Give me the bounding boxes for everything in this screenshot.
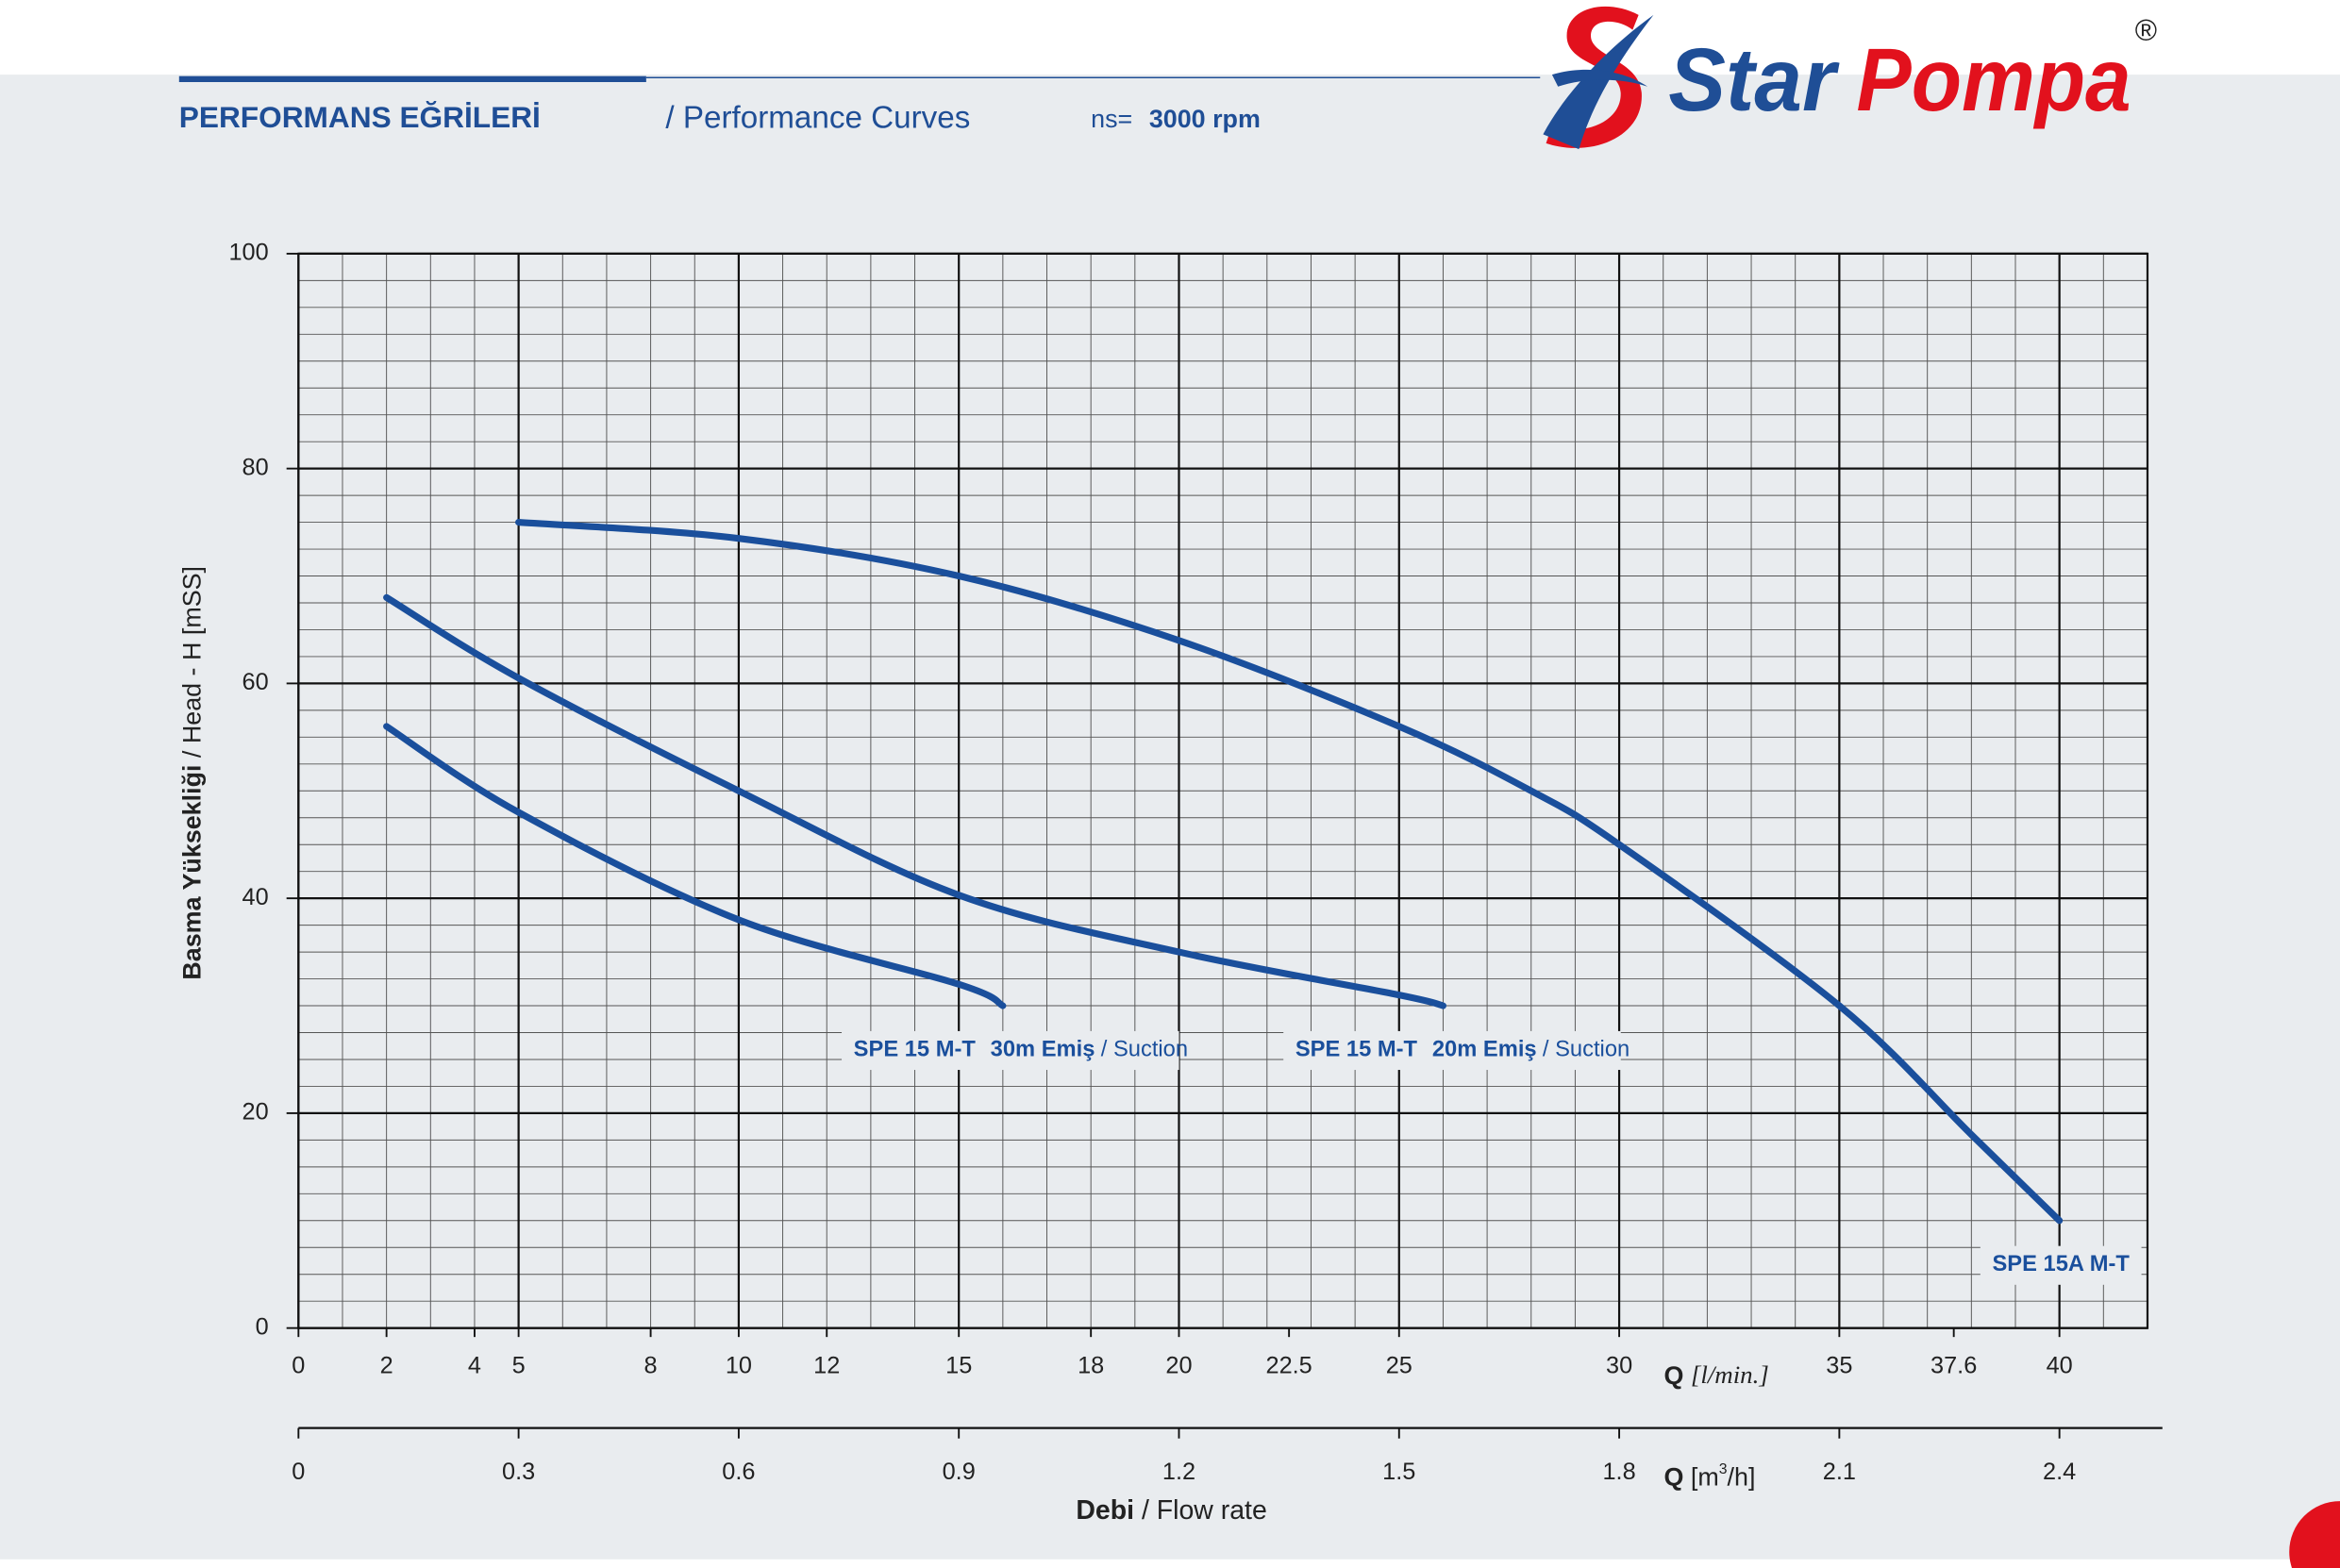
logo-star: Star [1668,30,1840,130]
plot [297,252,2149,1329]
logo-pompa: Pompa [1857,30,2131,130]
x2-tick-label: 0 [292,1459,305,1485]
curve-name: SPE 15 M-T [1295,1038,1418,1062]
curve-label: SPE 15A M-T [1992,1253,2130,1277]
plot-frame [297,252,2149,1329]
y-tick-label: 60 [242,669,269,695]
x2-tick-label: 1.5 [1382,1459,1415,1485]
x2-axis-label: Q [m3/h] [1664,1461,1756,1491]
y-label-bold: Basma Yüksekliği [178,765,207,980]
curve [383,593,1446,1009]
bottom-label-bold: Debi [1076,1495,1134,1526]
x-tick-label: 5 [512,1352,526,1378]
x-tick-label: 40 [2047,1352,2073,1378]
x2-tick-label: 2.1 [1823,1459,1856,1485]
x2-label-pre: [m [1691,1463,1719,1492]
x-tick-label: 25 [1386,1352,1412,1378]
x2-label-post: /h] [1728,1463,1756,1492]
curve-name: SPE 15A M-T [1992,1253,2130,1277]
logo-icon [1543,6,1654,150]
x2-tick-label: 0.3 [502,1459,535,1485]
speed: 3000 rpm [1149,105,1261,133]
bottom-label: Debi / Flow rate [1076,1495,1266,1526]
corner-dot [2289,1501,2340,1568]
curve-name: SPE 15 M-T [854,1038,977,1062]
x-tick-label: 0 [292,1352,305,1378]
curve-suction-en: / Suction [1101,1038,1188,1062]
x-tick-label: 4 [468,1352,481,1378]
x2-tick-label: 0.6 [722,1459,755,1485]
x-tick-label: 8 [644,1352,658,1378]
y-tick-label: 80 [242,454,269,480]
curve-label-bg [842,1030,1179,1071]
x-label-unit: [l/min.] [1691,1360,1769,1389]
x-tick-label: 12 [813,1352,840,1378]
x-tick-label: 20 [1165,1352,1192,1378]
x-tick-label: 2 [380,1352,393,1378]
y-tick-label: 20 [242,1099,269,1126]
curve [383,723,1007,1009]
x-tick-label: 30 [1606,1352,1632,1378]
title: PERFORMANS EĞRİLERİ [179,100,541,134]
curve-label-bg [1980,1245,2142,1285]
curve-label: SPE 15 M-T 30m Emiş / Suction [854,1038,1188,1062]
curve-label-bg [1283,1030,1621,1071]
x-tick-label: 18 [1078,1352,1104,1378]
y-tick-label: 40 [242,884,269,910]
x2-tick-label: 2.4 [2043,1459,2076,1485]
curve-suction-en: / Suction [1543,1038,1630,1062]
x2-label-sup: 3 [1719,1461,1728,1477]
subtitle: / Performance Curves [665,100,970,135]
curve-suction: 20m Emiş [1432,1038,1537,1062]
x-tick-label: 35 [1826,1352,1852,1378]
y-axis-label: Basma Yüksekliği / Head - H [mSS] [178,566,207,980]
x-tick-label: 22.5 [1266,1352,1312,1378]
x-tick-label: 10 [726,1352,752,1378]
x2-tick-label: 0.9 [943,1459,976,1485]
x-axis-label: Q [l/min.] [1664,1360,1769,1390]
speed-label: ns= [1091,105,1132,133]
curve [515,519,2064,1225]
curve-suction: 30m Emiş [991,1038,1095,1062]
y-label-normal: / Head - H [mSS] [178,566,207,758]
x2-tick-label: 1.8 [1602,1459,1635,1485]
x-label-bold: Q [1664,1361,1684,1390]
logo-registered: ® [2135,13,2157,47]
bottom-label-normal: / Flow rate [1142,1495,1267,1526]
header-bar [178,75,646,82]
curve-label: SPE 15 M-T 20m Emiş / Suction [1295,1038,1630,1062]
x2-label-bold: Q [1664,1463,1684,1492]
x2-tick-label: 1.2 [1162,1459,1195,1485]
x-tick-label: 15 [945,1352,972,1378]
y-tick-label: 100 [228,240,268,266]
x-tick-label: 37.6 [1930,1352,1977,1378]
y-tick-label: 0 [256,1313,269,1340]
